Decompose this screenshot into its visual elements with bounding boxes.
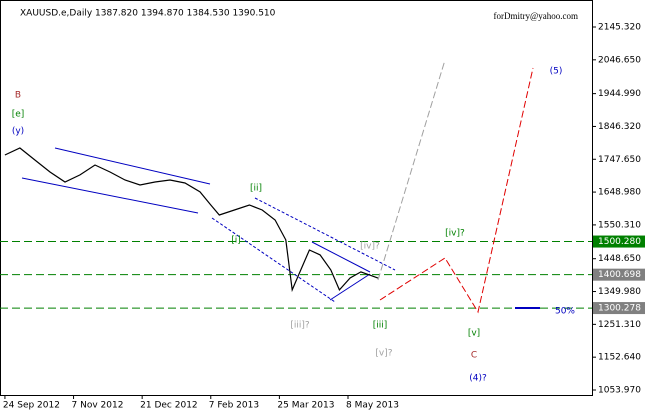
y-tick-label: 1944.990 [598,89,641,99]
y-tick-label: 2046.650 [598,55,641,65]
level-label: 1300.278 [598,304,641,314]
wave-label: [iv]? [360,242,380,252]
y-tick-label: 1251.310 [598,320,641,330]
y-tick-label: 1550.310 [598,220,641,230]
x-tick-label: 24 Sep 2012 [3,401,60,411]
wave-label: (4)? [469,374,487,384]
y-tick-label: 1152.640 [598,353,641,363]
wave-labels: B [e] (y) [ii] [i] [iii]? [iii] [iv]? [v… [12,67,576,384]
y-tick-label: 1648.980 [598,188,641,198]
y-tick-label: 2145.320 [598,23,641,33]
price-line [4,147,379,293]
wave-label: [i] [231,236,241,246]
y-tick-label: 1846.320 [598,122,641,132]
wave-label: B [15,91,21,101]
wave-label: [v]? [375,349,392,359]
wave-label: [iii]? [290,321,310,331]
wave-label: [ii] [250,184,262,194]
wave-label: C [471,351,477,361]
x-tick-label: 7 Feb 2013 [209,401,259,411]
x-tick-label: 8 May 2013 [346,401,399,411]
plot [4,147,379,293]
plot-frame [0,0,593,396]
x-tick-label: 25 Mar 2013 [277,401,334,411]
level-box [593,268,645,281]
chart-title: XAUUSD.e,Daily 1387.820 1394.870 1384.53… [20,9,276,19]
level-box [593,302,645,315]
channels [21,59,540,314]
y-tick-label: 1448.650 [598,254,641,264]
wave-label: (5) [550,67,563,77]
level-label: 1400.698 [598,270,641,280]
wave-label: (y) [12,127,24,137]
x-tick-label: 21 Dec 2012 [140,401,198,411]
level-box [593,235,645,248]
level-label: 1500.280 [598,237,641,247]
grid [0,241,592,309]
wave-label: [iv]? [445,229,465,239]
y-tick-label: 1349.980 [598,287,641,297]
subtitle: forDmitry@yahoo.com [493,11,578,21]
wave-label: 50% [555,307,575,317]
x-tick-label: 7 Nov 2012 [72,401,124,411]
wave-label: [e] [12,110,25,120]
wave-label: [iii] [373,321,388,331]
y-tick-label: 1053.970 [598,385,641,395]
y-tick-label: 1747.650 [598,155,641,165]
wave-label: [v] [468,329,480,339]
